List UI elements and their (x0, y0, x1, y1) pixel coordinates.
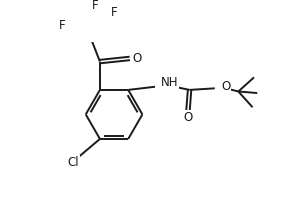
Text: F: F (111, 6, 117, 19)
Text: O: O (132, 52, 142, 65)
Text: F: F (92, 0, 99, 12)
Text: O: O (183, 111, 193, 124)
Text: NH: NH (160, 76, 178, 89)
Text: O: O (221, 80, 230, 93)
Text: F: F (59, 19, 65, 32)
Text: Cl: Cl (67, 156, 79, 169)
